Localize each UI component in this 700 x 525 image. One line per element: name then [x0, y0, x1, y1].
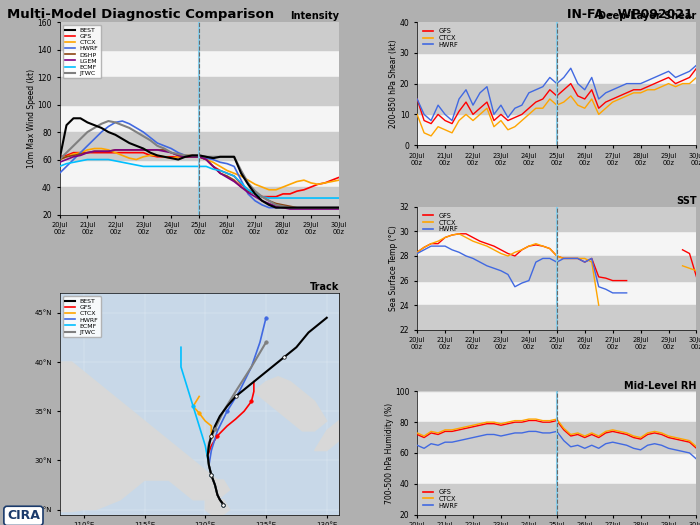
- Bar: [417, 484, 696, 514]
- Text: Intensity: Intensity: [290, 11, 339, 22]
- Y-axis label: 10m Max Wind Speed (kt): 10m Max Wind Speed (kt): [27, 69, 36, 168]
- Legend: GFS, CTCX, HWRF: GFS, CTCX, HWRF: [421, 25, 461, 50]
- Legend: GFS, CTCX, HWRF: GFS, CTCX, HWRF: [421, 210, 461, 235]
- Text: CIRA: CIRA: [7, 509, 40, 522]
- Text: Mid-Level RH: Mid-Level RH: [624, 381, 696, 391]
- Polygon shape: [205, 500, 230, 519]
- Polygon shape: [254, 377, 327, 431]
- Legend: BEST, GFS, CTCX, HWRF, ECMF, JTWC: BEST, GFS, CTCX, HWRF, ECMF, JTWC: [62, 296, 101, 337]
- Polygon shape: [327, 367, 461, 431]
- Bar: [417, 256, 696, 280]
- Bar: [417, 422, 696, 453]
- Bar: [60, 132, 339, 160]
- Bar: [417, 305, 696, 330]
- Bar: [60, 22, 339, 49]
- Y-axis label: Sea Surface Temp (°C): Sea Surface Temp (°C): [389, 225, 398, 311]
- Legend: GFS, CTCX, HWRF: GFS, CTCX, HWRF: [421, 486, 461, 511]
- Y-axis label: 700-500 hPa Humidity (%): 700-500 hPa Humidity (%): [384, 402, 393, 503]
- Text: Multi-Model Diagnostic Comparison: Multi-Model Diagnostic Comparison: [7, 8, 274, 21]
- Bar: [417, 22, 696, 53]
- Text: Track: Track: [309, 282, 339, 292]
- Bar: [60, 77, 339, 104]
- Bar: [417, 83, 696, 114]
- Text: Deep-Layer Shear: Deep-Layer Shear: [598, 11, 696, 22]
- Polygon shape: [314, 421, 351, 450]
- Legend: BEST, GFS, CTCX, HWRF, DSHP, LGEM, ECMF, JTWC: BEST, GFS, CTCX, HWRF, DSHP, LGEM, ECMF,…: [62, 25, 101, 78]
- Bar: [60, 187, 339, 215]
- Polygon shape: [60, 293, 230, 511]
- Text: IN-FA - WP092021: IN-FA - WP092021: [567, 8, 693, 21]
- Bar: [417, 207, 696, 232]
- Y-axis label: 200-850 hPa Shear (kt): 200-850 hPa Shear (kt): [389, 39, 398, 128]
- Text: SST: SST: [676, 196, 696, 206]
